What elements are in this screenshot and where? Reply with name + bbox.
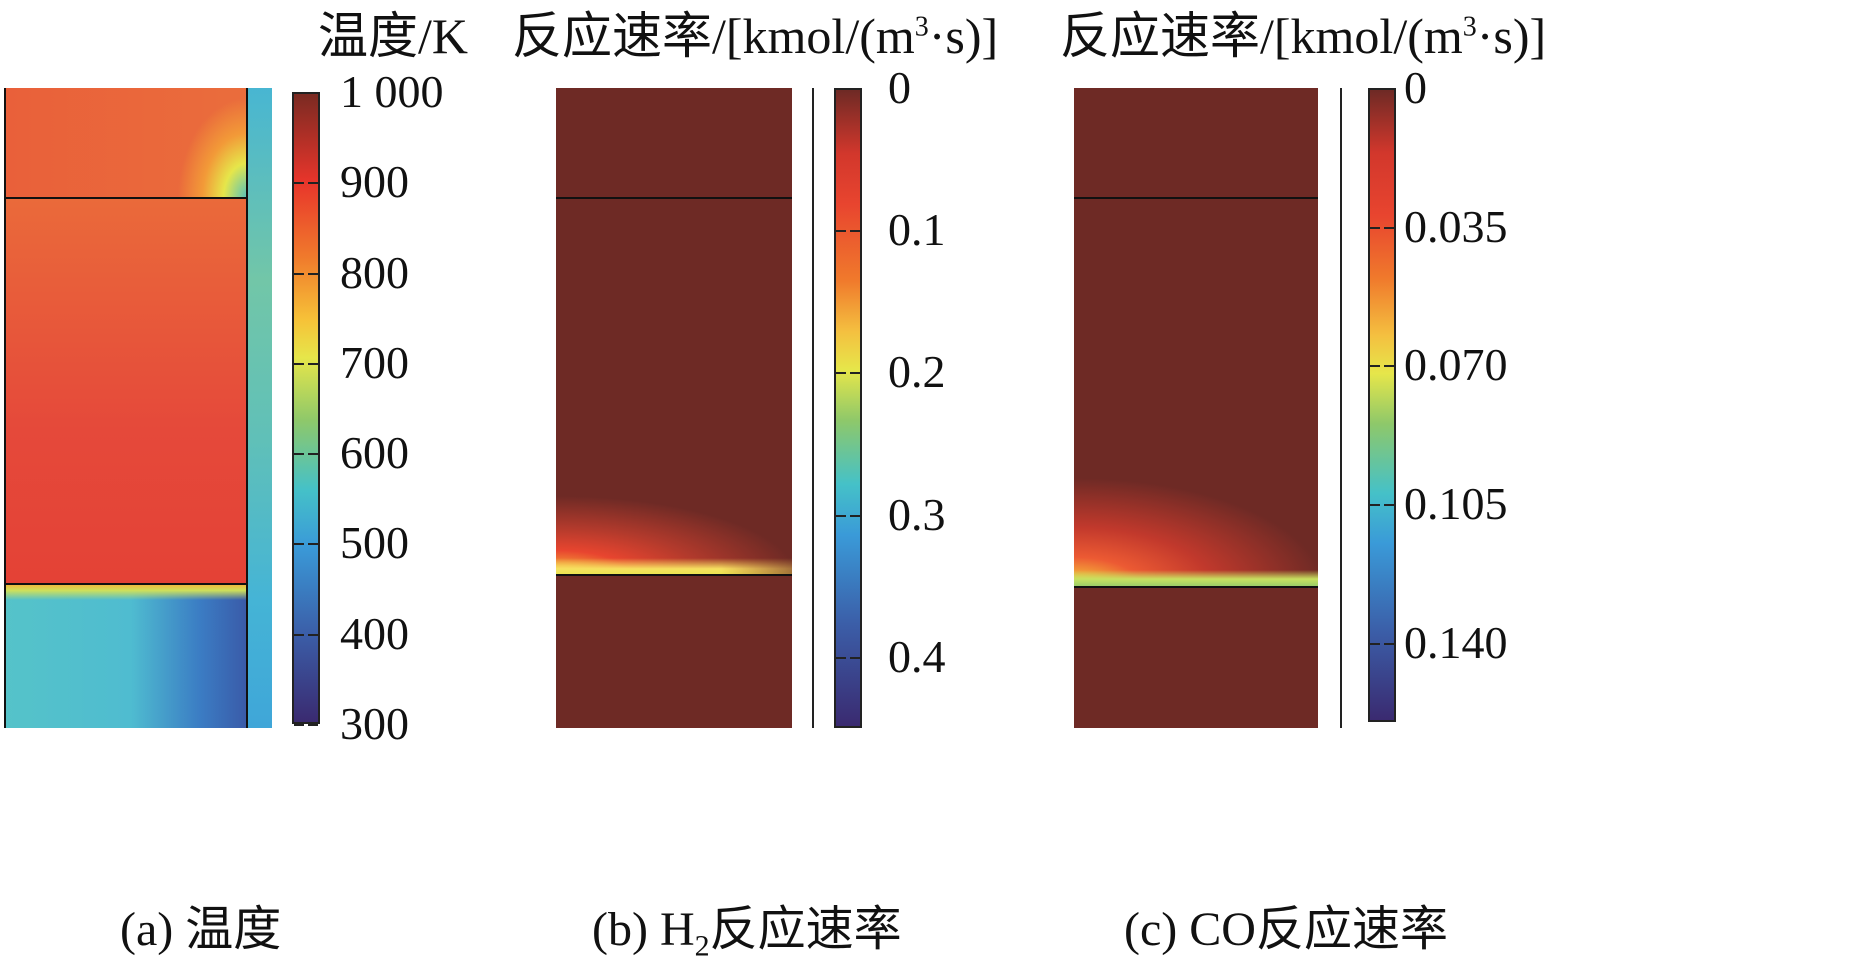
co-rate-map bbox=[1074, 88, 1318, 728]
colorbar-tick bbox=[294, 543, 304, 546]
h2-rate-map bbox=[556, 88, 792, 728]
temperature-colorbar bbox=[292, 92, 320, 724]
panel-b-title-sup: 3 bbox=[914, 11, 929, 43]
panel-b-title-end: ·s)] bbox=[928, 8, 999, 64]
colorbar-tick bbox=[850, 514, 860, 517]
colorbar-tick bbox=[1384, 642, 1394, 645]
colorbar-tick-label: 0.3 bbox=[888, 488, 946, 540]
temp-boundary-upper bbox=[4, 197, 248, 199]
colorbar-tick-label: 700 bbox=[340, 336, 409, 388]
colorbar-tick bbox=[1370, 226, 1380, 229]
panel-b-caption-sub: 2 bbox=[694, 929, 710, 963]
colorbar-tick bbox=[308, 182, 318, 185]
colorbar-tick-label: 0.070 bbox=[1404, 339, 1508, 391]
colorbar-tick bbox=[308, 724, 318, 726]
panel-temperature: 温度/K 1 000 900 800 700 600 500 400 300 (a) 温度 bbox=[0, 0, 560, 967]
colorbar-tick bbox=[294, 182, 304, 185]
colorbar-tick bbox=[1384, 365, 1394, 368]
colorbar-tick bbox=[1370, 88, 1380, 90]
temperature-map bbox=[4, 88, 272, 728]
colorbar-tick bbox=[308, 362, 318, 365]
colorbar-tick bbox=[1384, 226, 1394, 229]
colorbar-tick-label: 0.1 bbox=[888, 204, 946, 256]
colorbar-tick bbox=[850, 656, 860, 659]
colorbar-tick-label: 0.105 bbox=[1404, 478, 1508, 530]
colorbar-tick bbox=[836, 514, 846, 517]
colorbar-tick bbox=[1370, 504, 1380, 507]
temp-bottom-edge bbox=[4, 584, 248, 600]
colorbar-tick-label: 900 bbox=[340, 156, 409, 208]
colorbar-tick bbox=[294, 272, 304, 275]
colorbar-tick bbox=[1384, 504, 1394, 507]
panel-b-caption-end: 反应速率 bbox=[709, 903, 902, 956]
colorbar-tick bbox=[308, 92, 318, 94]
panel-a-title: 温度/K bbox=[318, 8, 468, 64]
colorbar-tick-label: 300 bbox=[340, 698, 409, 749]
co-reaction-front bbox=[1074, 458, 1318, 588]
h2-boundary-lower bbox=[556, 574, 792, 576]
co-boundary-upper bbox=[1074, 197, 1318, 199]
colorbar-tick bbox=[294, 633, 304, 636]
temp-side-strip bbox=[248, 88, 272, 728]
colorbar-tick-label: 0.140 bbox=[1404, 616, 1508, 668]
temp-top-zone bbox=[4, 88, 248, 198]
colorbar-tick-label: 0.4 bbox=[888, 630, 946, 682]
colorbar-tick bbox=[308, 453, 318, 456]
panel-c-title-sup: 3 bbox=[1462, 11, 1477, 43]
colorbar-tick-label: 1 000 bbox=[340, 66, 444, 117]
colorbar-tick-label: 800 bbox=[340, 246, 409, 298]
panel-c-caption: (c) CO反应速率 bbox=[1124, 903, 1448, 956]
colorbar-tick bbox=[836, 656, 846, 659]
h2-reaction-edge bbox=[556, 558, 792, 576]
colorbar-tick-label: 400 bbox=[340, 607, 409, 659]
panel-c-title-end: ·s)] bbox=[1476, 8, 1547, 64]
colorbar-tick bbox=[294, 92, 304, 94]
colorbar-tick bbox=[308, 543, 318, 546]
panel-c-separator bbox=[1340, 88, 1342, 728]
co-colorbar bbox=[1368, 88, 1396, 722]
temp-middle-zone bbox=[4, 198, 248, 584]
co-boundary-lower bbox=[1074, 586, 1318, 588]
h2-colorbar bbox=[834, 88, 862, 728]
colorbar-tick bbox=[308, 272, 318, 275]
colorbar-tick-label: 500 bbox=[340, 517, 409, 569]
temp-boundary-lower bbox=[4, 583, 248, 585]
panel-co-rate: 反应速率/[kmol/(m3·s)] 0 0.035 0.070 0.105 0.140… bbox=[1050, 0, 1870, 967]
colorbar-tick bbox=[850, 88, 860, 90]
colorbar-tick bbox=[836, 230, 846, 233]
colorbar-tick-label: 0.035 bbox=[1404, 200, 1508, 252]
panel-b-separator bbox=[812, 88, 814, 728]
colorbar-tick bbox=[1384, 88, 1394, 90]
colorbar-tick-label: 0.2 bbox=[888, 346, 946, 398]
colorbar-tick bbox=[308, 633, 318, 636]
colorbar-tick bbox=[1370, 365, 1380, 368]
colorbar-tick-label: 0 bbox=[1404, 62, 1427, 113]
h2-boundary-upper bbox=[556, 197, 792, 199]
colorbar-tick bbox=[294, 362, 304, 365]
panel-a-caption: (a) 温度 bbox=[120, 903, 282, 956]
co-reaction-edge bbox=[1074, 570, 1318, 588]
panel-b-title-main: 反应速率/[kmol/(m bbox=[512, 8, 915, 64]
colorbar-tick bbox=[850, 372, 860, 375]
colorbar-tick bbox=[1370, 642, 1380, 645]
panel-b-caption-prefix: (b) H bbox=[592, 903, 695, 956]
panel-b-title: 反应速率/[kmol/(m3·s)] bbox=[512, 6, 998, 66]
colorbar-tick bbox=[294, 724, 304, 726]
colorbar-tick bbox=[836, 372, 846, 375]
colorbar-tick bbox=[836, 88, 846, 90]
panel-c-title-main: 反应速率/[kmol/(m bbox=[1060, 8, 1463, 64]
colorbar-tick-label: 0 bbox=[888, 62, 911, 113]
colorbar-tick bbox=[294, 453, 304, 456]
panel-c-title: 反应速率/[kmol/(m3·s)] bbox=[1060, 6, 1546, 66]
colorbar-tick bbox=[850, 230, 860, 233]
temp-bottom-zone bbox=[4, 584, 248, 728]
panel-b-caption: (b) H2反应速率 bbox=[592, 900, 902, 963]
colorbar-tick-label: 600 bbox=[340, 427, 409, 479]
panel-h2-rate: 反应速率/[kmol/(m3·s)] 0 0.1 0.2 0.3 0.4 (b) H2反… bbox=[500, 0, 1060, 967]
